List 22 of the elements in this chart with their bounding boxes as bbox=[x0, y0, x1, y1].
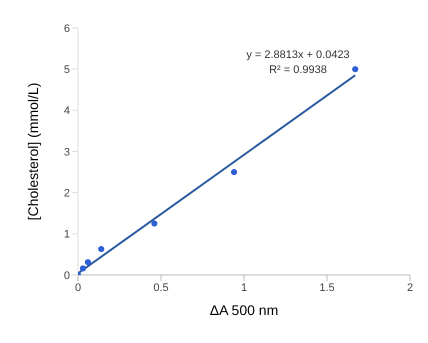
x-tick-label: 0 bbox=[74, 282, 82, 294]
y-tick-label: 4 bbox=[64, 105, 70, 118]
annotation: R² = 0.9938 bbox=[268, 63, 328, 78]
point bbox=[230, 169, 238, 176]
y-tick-label: 0 bbox=[64, 270, 70, 282]
x-tick-label: 2 bbox=[406, 282, 414, 294]
annotation: y = 2.8813x + 0.0423 bbox=[245, 48, 351, 63]
x-tick-label: 1 bbox=[240, 282, 248, 294]
x-tick-label: 1.5 bbox=[319, 282, 335, 294]
point bbox=[352, 66, 358, 72]
point bbox=[80, 265, 86, 272]
y-tick-label: 1 bbox=[64, 228, 70, 241]
y-tick-label: 2 bbox=[64, 188, 70, 200]
x-axis-title: ΔA 500 nm bbox=[210, 302, 278, 318]
y-tick-label: 5 bbox=[64, 64, 70, 76]
point bbox=[98, 246, 104, 252]
y-axis-title: [Cholesterol] (mmol/L) bbox=[24, 82, 41, 220]
y-tick-label: 6 bbox=[64, 22, 70, 35]
point bbox=[84, 259, 92, 266]
y-tick-label: 3 bbox=[64, 146, 70, 158]
point bbox=[151, 220, 158, 227]
x-tick-label: 0.5 bbox=[153, 282, 169, 294]
